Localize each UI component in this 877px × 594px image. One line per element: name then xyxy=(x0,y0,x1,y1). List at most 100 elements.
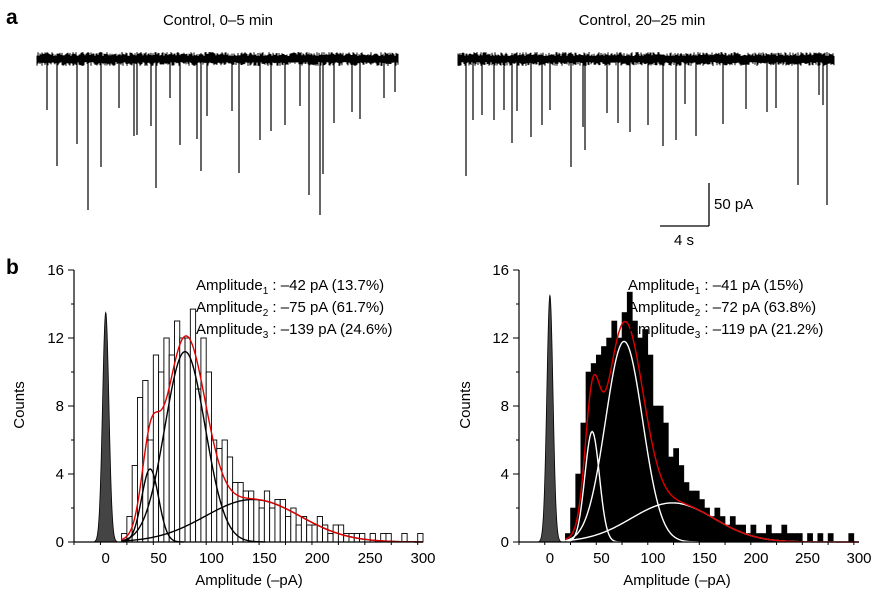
histogram-bar xyxy=(401,533,408,543)
histogram-bar xyxy=(817,533,824,543)
histogram-bar xyxy=(295,524,302,543)
histogram-bar xyxy=(688,490,695,543)
x-tick-label: 300 xyxy=(410,550,435,567)
histogram-bar xyxy=(698,499,705,543)
trace-left-title: Control, 0–5 min xyxy=(163,12,273,29)
scale-bar-y-label: 50 pA xyxy=(714,196,753,213)
histogram-left-noise-peak xyxy=(92,311,119,543)
histogram-bar xyxy=(693,490,700,543)
histogram-bar xyxy=(285,516,292,543)
x-tick-label: 100 xyxy=(199,550,224,567)
y-tick-label: 8 xyxy=(56,398,64,415)
x-tick-label: 150 xyxy=(252,550,277,567)
trace-baseline xyxy=(36,52,399,66)
histogram-bar xyxy=(253,499,260,543)
histogram-left: 0 50 100 150 200 250 300 0 4 8 12 16 Amplitude (–pA… xyxy=(11,262,436,589)
histogram-bar xyxy=(211,439,218,543)
x-tick-label: 200 xyxy=(305,550,330,567)
annotation-left-1: Amplitude1 : –42 pA (13.7%) xyxy=(196,277,384,297)
y-tick-label: 0 xyxy=(501,534,509,551)
trace-right-title: Control, 20–25 min xyxy=(579,12,706,29)
annotation-left-2: Amplitude2 : –75 pA (61.7%) xyxy=(196,299,384,319)
histogram-bar xyxy=(807,533,813,543)
histogram-left-annotations: Amplitude1 : –42 pA (13.7%) Amplitude2 :… xyxy=(196,277,393,341)
fit-component-2 xyxy=(565,340,699,543)
histogram-bar xyxy=(791,533,798,543)
x-tick-label: 150 xyxy=(692,550,717,567)
x-tick-label: 250 xyxy=(358,550,383,567)
annotation-right-3: Amplitude3 : –119 pA (21.2%) xyxy=(628,321,823,341)
histogram-bar xyxy=(647,354,654,543)
x-tick-label: 0 xyxy=(102,550,110,567)
x-tick-label: 50 xyxy=(150,550,167,567)
panel-b-letter: b xyxy=(6,256,19,279)
histogram-left-ylabel: Counts xyxy=(11,381,28,429)
histogram-bar xyxy=(848,533,855,543)
histogram-bar xyxy=(152,354,160,543)
histogram-bar xyxy=(719,516,726,543)
histogram-bar xyxy=(827,533,834,543)
trace-left xyxy=(36,52,399,215)
histogram-bar xyxy=(621,312,628,543)
histogram-bar xyxy=(735,524,741,543)
scale-bar: 50 pA 4 s xyxy=(660,183,753,249)
y-tick-label: 8 xyxy=(501,398,509,415)
histogram-bar xyxy=(796,533,803,543)
x-tick-label: 0 xyxy=(546,550,554,567)
noise-peak xyxy=(537,294,563,543)
histogram-left-xlabel: Amplitude (–pA) xyxy=(195,572,303,589)
histogram-bar xyxy=(616,337,623,543)
histogram-bar xyxy=(316,516,323,543)
x-tick-label: 250 xyxy=(795,550,820,567)
x-tick-label: 100 xyxy=(640,550,665,567)
x-tick-label: 50 xyxy=(593,550,610,567)
histogram-bar xyxy=(237,482,244,543)
histogram-bar xyxy=(311,524,318,543)
histogram-right-noise-peak xyxy=(537,294,563,543)
histogram-bar xyxy=(714,507,721,543)
histogram-right-axes: 0 50 100 150 200 250 300 0 4 8 12 16 xyxy=(492,262,871,567)
y-tick-label: 12 xyxy=(47,330,64,347)
histogram-bar xyxy=(590,363,597,543)
annotation-right-2: Amplitude2 : –72 pA (63.8%) xyxy=(628,299,816,319)
histogram-bar xyxy=(683,482,690,543)
histogram-bar xyxy=(327,533,334,543)
annotation-right-1: Amplitude1 : –41 pA (15%) xyxy=(628,277,804,297)
histogram-bar xyxy=(750,524,757,543)
fit-sum xyxy=(121,335,424,543)
histogram-bar xyxy=(359,533,366,543)
histogram-bar xyxy=(306,524,313,543)
histogram-bar xyxy=(652,405,659,543)
x-tick-label: 300 xyxy=(846,550,871,567)
histogram-right-ylabel: Counts xyxy=(457,381,474,429)
histogram-right: 0 50 100 150 200 250 300 0 4 8 12 16 Amplitude (–pA… xyxy=(457,262,872,589)
histogram-bar xyxy=(179,337,186,543)
histogram-bar xyxy=(300,516,308,543)
histogram-bar xyxy=(263,490,271,543)
histogram-bar xyxy=(709,516,716,543)
histogram-bar xyxy=(189,308,197,543)
trace-baseline xyxy=(457,52,835,66)
histogram-bar xyxy=(637,337,643,543)
histogram-bar xyxy=(417,533,424,543)
histogram-right-annotations: Amplitude1 : –41 pA (15%) Amplitude2 : –… xyxy=(628,277,823,341)
histogram-bar xyxy=(200,337,207,543)
panel-a-letter: a xyxy=(6,6,18,29)
histogram-bar xyxy=(221,439,228,543)
scale-bar-x-label: 4 s xyxy=(674,232,694,249)
histogram-bar xyxy=(673,448,679,543)
annotation-left-3: Amplitude3 : –139 pA (24.6%) xyxy=(196,321,393,341)
histogram-left-fits xyxy=(121,335,424,543)
histogram-right-xlabel: Amplitude (–pA) xyxy=(623,572,731,589)
y-tick-label: 16 xyxy=(47,262,64,279)
histogram-left-bars xyxy=(121,308,424,543)
histogram-bar xyxy=(258,507,265,543)
trace-right xyxy=(457,52,835,205)
y-tick-label: 4 xyxy=(56,466,64,483)
histogram-bar xyxy=(668,456,674,543)
fit-component-1 xyxy=(121,468,185,543)
y-tick-label: 16 xyxy=(492,262,509,279)
noise-peak xyxy=(92,311,119,543)
y-tick-label: 0 xyxy=(56,534,64,551)
